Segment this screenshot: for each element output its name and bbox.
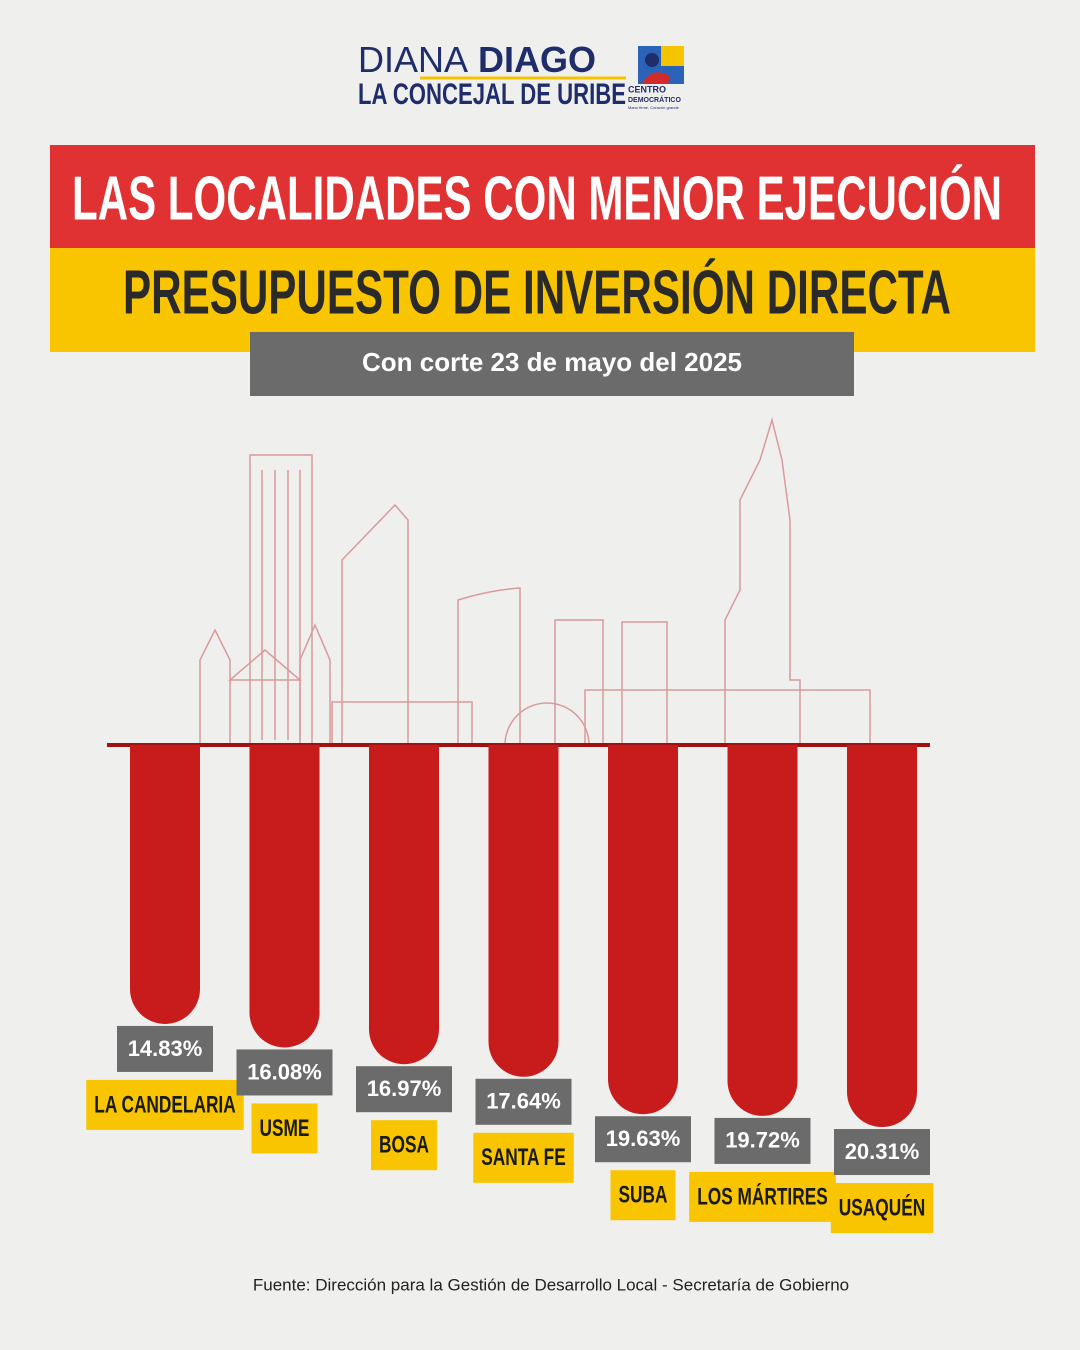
bar [249, 745, 320, 1048]
value-label: 20.31% [845, 1139, 920, 1164]
category-label: USME [260, 1115, 310, 1142]
value-label-box [117, 1025, 213, 1072]
date-box [250, 332, 854, 396]
party-bottom: DEMOCRÁTICO [628, 95, 681, 104]
logo-name: DIANA DIAGO [358, 39, 596, 80]
value-label-box [714, 1117, 811, 1164]
logo-bold: DIAGO [478, 39, 596, 80]
category-box [371, 1120, 437, 1171]
value-label: 14.83% [128, 1036, 203, 1061]
value-label-box [834, 1129, 930, 1176]
category-label: BOSA [379, 1132, 429, 1159]
title-band [50, 145, 1035, 249]
bar [608, 745, 678, 1115]
value-label: 19.72% [725, 1128, 800, 1153]
value-label: 16.97% [367, 1076, 442, 1101]
category-box [86, 1079, 244, 1130]
category-box [610, 1170, 676, 1221]
value-label-box [475, 1078, 572, 1125]
category-label: SANTA FE [481, 1144, 565, 1171]
chart-subtitle: PRESUPUESTO DE INVERSIÓN DIRECTA [123, 258, 951, 327]
bar [369, 745, 439, 1065]
bar [727, 745, 798, 1116]
party-icon-yellow [661, 46, 684, 66]
value-label: 19.63% [606, 1126, 681, 1151]
category-box [689, 1171, 836, 1222]
party-icon-figure [642, 72, 670, 84]
party-icon-head [645, 53, 659, 67]
date-note: Con corte 23 de mayo del 2025 [362, 347, 742, 377]
category-label: USAQUÉN [839, 1193, 925, 1221]
chart-title: LAS LOCALIDADES CON MENOR EJECUCIÓN [72, 164, 1002, 233]
value-label-box [356, 1066, 452, 1113]
value-label-box [595, 1116, 691, 1163]
source: Fuente: Dirección para la Gestión de Des… [253, 1275, 849, 1294]
value-label: 17.64% [486, 1089, 561, 1114]
category-box [473, 1132, 574, 1183]
category-box [251, 1103, 318, 1154]
bar [488, 745, 559, 1077]
category-label: LOS MÁRTIRES [697, 1182, 828, 1210]
bar [847, 745, 917, 1128]
bar [130, 745, 200, 1024]
bars: 14.83% LA CANDELARIA 16.08% USME 16.97% BOSA 1… [86, 745, 934, 1234]
logo-tagline: LA CONCEJAL DE URIBE [358, 78, 626, 111]
category-box [830, 1183, 934, 1234]
category-label: LA CANDELARIA [94, 1091, 235, 1118]
value-label: 16.08% [247, 1059, 322, 1084]
category-label: SUBA [619, 1182, 668, 1209]
party-slogan: Mano firme, Corazón grande [628, 105, 680, 110]
value-label-box [236, 1049, 333, 1096]
logo-light: DIANA [358, 39, 468, 80]
party-top: CENTRO [628, 84, 666, 94]
